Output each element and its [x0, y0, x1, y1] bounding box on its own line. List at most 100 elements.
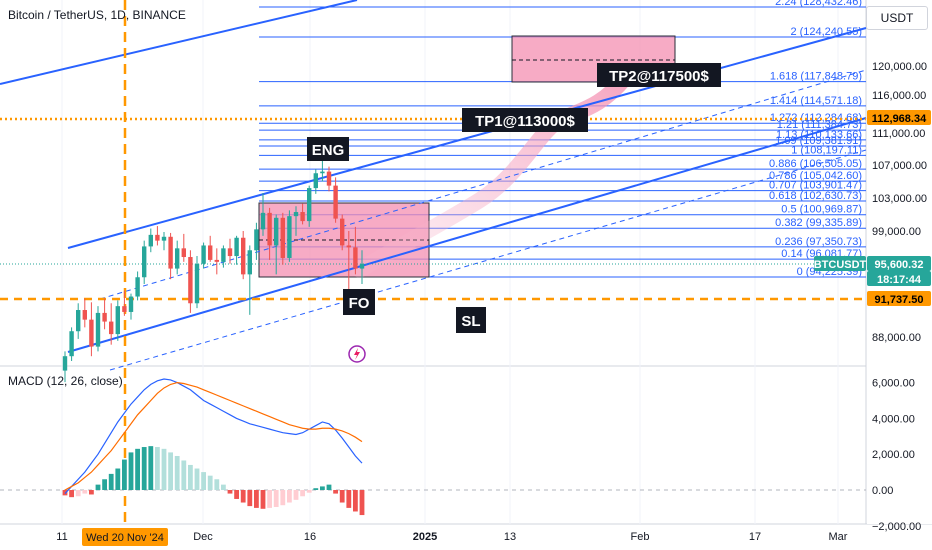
annotation-tp1-text: TP1@113000$ — [475, 113, 575, 130]
annotation-sl-text: SL — [461, 313, 480, 330]
fib-label-3: 1.414 (114,571.18) — [770, 95, 862, 107]
price-tick-2: 111,000.00 — [872, 128, 925, 140]
macd-hist-bar-34 — [287, 490, 292, 503]
macd-hist-bar-30 — [260, 490, 266, 509]
candle-body-29 — [254, 229, 259, 251]
price-tick-4: 103,000.00 — [872, 193, 927, 205]
macd-hist-bar-37 — [306, 490, 312, 493]
price-label-bg-4 — [867, 291, 931, 306]
time-tick-7: Mar — [829, 531, 848, 543]
macd-tick-2: 2,000.00 — [872, 449, 915, 461]
macd-hist-bar-17 — [174, 455, 180, 490]
price-label-2: 95,600.32 — [875, 259, 924, 271]
price-label-bg-1 — [814, 256, 866, 271]
macd-signal-line — [64, 381, 363, 491]
price-tick-1: 116,000.00 — [872, 90, 926, 102]
annotation-tp1-bg — [462, 108, 588, 132]
candle-body-0 — [62, 356, 68, 371]
candle-body-12 — [142, 246, 147, 278]
macd-hist-bar-24 — [221, 484, 226, 490]
candle-body-7 — [109, 321, 114, 335]
macd-hist-bar-21 — [201, 472, 206, 490]
price-label-1: BTCUSDT — [814, 259, 867, 271]
macd-hist-bar-44 — [353, 490, 358, 512]
currency-selector[interactable]: USDT — [866, 6, 928, 30]
candle-body-45 — [359, 263, 365, 269]
annotation-sl[interactable]: SL — [456, 307, 486, 333]
macd-hist-bar-33 — [280, 490, 286, 506]
candle-body-19 — [188, 257, 193, 304]
macd-axis-bg — [867, 367, 932, 524]
price-label-4: 91,737.50 — [875, 294, 924, 306]
chart-title: Bitcoin / TetherUS, 1D, BINANCE — [8, 8, 186, 22]
annotation-eng[interactable]: ENG — [307, 137, 349, 161]
candle-body-2 — [76, 310, 81, 332]
fib-label-13: 0.5 (100,969.87) — [781, 204, 862, 216]
macd-tick-4: −2,000.00 — [872, 521, 921, 533]
macd-hist-bar-26 — [234, 490, 239, 499]
macd-hist-bar-1 — [69, 490, 74, 498]
time-tick-5: Feb — [631, 531, 650, 543]
annotation-tp2-text: TP2@117500$ — [609, 68, 709, 85]
candle-body-26 — [234, 237, 239, 257]
price-tick-3: 107,000.00 — [872, 160, 927, 172]
candle-body-11 — [135, 277, 140, 297]
macd-axis: 6,000.00 4,000.00 2,000.00 0.00 −2,000.00 — [867, 367, 932, 533]
macd-hist-bar-0 — [62, 490, 68, 496]
macd-hist-bar-4 — [89, 490, 94, 495]
annotation-fo[interactable]: FO — [343, 289, 375, 315]
macd-hist-bar-28 — [247, 490, 253, 507]
fib-label-15: 0.236 (97,350.73) — [775, 236, 862, 248]
candle-body-35 — [293, 212, 299, 217]
annotation-tp1[interactable]: TP1@113000$ — [462, 108, 588, 132]
macd-hist-bar-23 — [214, 479, 220, 490]
price-label-0: 112,968.34 — [872, 113, 927, 125]
candle-body-24 — [221, 248, 226, 262]
price-axis-bg — [867, 0, 932, 366]
macd-hist-bar-41 — [333, 490, 338, 494]
macd-hist-bar-8 — [115, 468, 121, 490]
annotation-sl-bg — [456, 307, 486, 333]
candle-body-39 — [320, 171, 325, 174]
candle-body-1 — [69, 331, 74, 357]
macd-tick-0: 6,000.00 — [872, 378, 915, 390]
candle-body-23 — [214, 259, 219, 262]
annotation-eng-text: ENG — [312, 142, 345, 159]
macd-hist-bar-39 — [320, 486, 325, 490]
annotation-tp2[interactable]: TP2@117500$ — [597, 63, 721, 87]
candle-body-44 — [353, 247, 358, 269]
candle-body-5 — [95, 312, 101, 347]
candle-body-27 — [241, 237, 246, 275]
time-tick-0: 11 — [56, 531, 67, 543]
time-tick-2: 16 — [304, 531, 316, 543]
fib-label-9: 0.886 (106,505.05) — [769, 158, 862, 170]
candle-body-3 — [82, 310, 87, 320]
candle-body-20 — [194, 263, 200, 304]
macd-hist-bar-19 — [188, 464, 193, 490]
candle-body-4 — [89, 319, 94, 347]
candle-body-9 — [122, 306, 127, 312]
time-axis[interactable]: 11 Dec 16 2025 13 Feb 17 Mar Wed 20 Nov '24 — [56, 528, 848, 546]
price-pane — [0, 0, 866, 366]
candle-body-25 — [227, 248, 233, 257]
candle-body-28 — [247, 250, 252, 275]
lightning-icon[interactable] — [348, 345, 366, 363]
candle-body-21 — [201, 245, 206, 264]
price-axis[interactable]: 120,000.00 116,000.00 111,000.00 107,000.00… — [867, 0, 932, 382]
macd-hist-bar-13 — [148, 446, 154, 490]
lightning-icon-ring — [348, 345, 366, 363]
price-tick-5: 99,000.00 — [872, 226, 921, 238]
macd-pane — [0, 378, 866, 516]
price-labels: 112,968.34 BTCUSDT 95,600.32 18:17:44 91,737… — [814, 110, 931, 306]
price-label-3: 18:17:44 — [877, 274, 922, 286]
fib-label-12: 0.618 (102,630.73) — [769, 190, 862, 202]
fib-label-14: 0.382 (99,335.89) — [775, 217, 862, 229]
time-tick-3: 2025 — [413, 531, 437, 543]
fib-label-10: 0.786 (105,042.60) — [769, 170, 862, 182]
upper-channel-line — [0, 0, 358, 85]
candle-body-18 — [181, 248, 186, 258]
candle-body-32 — [274, 217, 279, 246]
candle-body-16 — [168, 236, 173, 269]
candle-body-30 — [260, 212, 266, 230]
